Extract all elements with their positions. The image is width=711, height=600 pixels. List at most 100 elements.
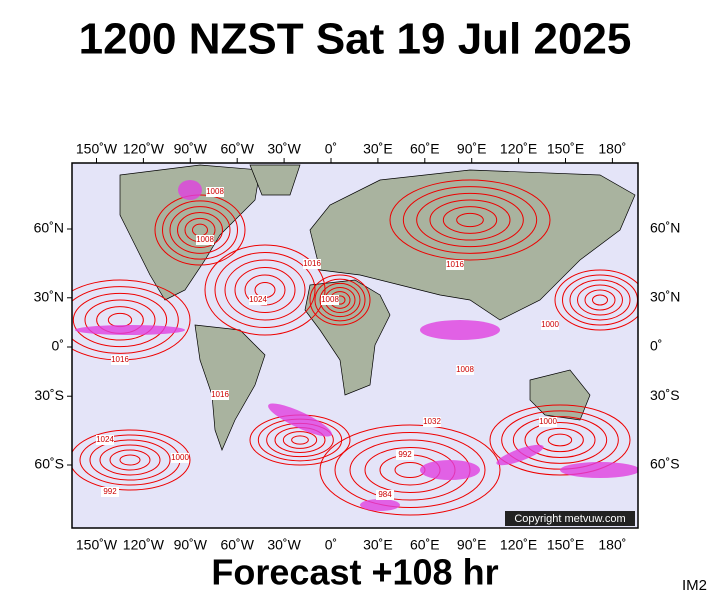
lat-label-left: 60˚N: [34, 220, 64, 236]
isobar-label: 1016: [111, 355, 129, 364]
isobar-label-bg: [321, 295, 339, 305]
isobar: [72, 286, 179, 354]
isobar-label-bg: [206, 187, 224, 197]
isobar: [547, 433, 573, 447]
isobar-label-bg: [196, 235, 214, 245]
isobar: [402, 186, 538, 254]
lat-label-right: 60˚S: [650, 456, 680, 472]
isobar-label-bg: [211, 390, 229, 400]
isobar-label: 1016: [211, 390, 229, 399]
lon-label-top: 90˚W: [174, 141, 208, 157]
lat-label-left: 30˚N: [34, 288, 64, 304]
isobar: [309, 274, 371, 326]
land: [119, 164, 636, 451]
isobar: [314, 278, 366, 322]
isobar-label: 1008: [196, 235, 214, 244]
isobar-label: 984: [378, 490, 392, 499]
isobar: [524, 422, 596, 458]
lon-label-top: 120˚W: [123, 141, 165, 157]
graticule-labels: 150˚W 150˚W 120˚W 120˚W 90˚W 90˚W 60˚W 60˚W 30˚W…: [34, 141, 681, 553]
lon-label-bottom: 90˚W: [174, 537, 208, 553]
isobar-label: 992: [103, 487, 117, 496]
eurasia: [309, 169, 636, 321]
isobar-label: 1008: [206, 187, 224, 196]
isobar-label: 1008: [321, 295, 339, 304]
lon-label-top: 150˚W: [76, 141, 118, 157]
isobar: [169, 206, 231, 254]
isobar: [319, 282, 361, 318]
isobar: [319, 424, 501, 516]
isobar: [282, 431, 318, 449]
copyright: Copyright metvuw.com: [514, 513, 625, 525]
isobar: [291, 435, 309, 445]
isobar: [584, 289, 616, 311]
isobar: [334, 432, 486, 508]
isobar-label: 1016: [303, 259, 321, 268]
map-frame: [71, 162, 639, 529]
isobar-label: 1032: [423, 417, 441, 426]
lon-label-bottom: 60˚E: [410, 537, 440, 553]
lon-label-bottom: 120˚W: [123, 537, 165, 553]
isobar: [162, 200, 238, 260]
isobar: [536, 427, 584, 453]
isobar-label-bg: [376, 490, 394, 500]
isobar: [204, 244, 326, 336]
lon-label-top: 120˚E: [500, 141, 537, 157]
lat-label-right: 30˚S: [650, 387, 680, 403]
isobar-label-bg: [539, 417, 557, 427]
lat-label-right: 60˚N: [650, 220, 680, 236]
isobar: [84, 299, 156, 341]
lon-label-bottom: 180˚: [598, 537, 626, 553]
isobar-label: 1016: [446, 260, 464, 269]
isobar: [577, 284, 623, 316]
lat-label-left: 0˚: [52, 338, 64, 354]
lon-label-bottom: 120˚E: [500, 537, 537, 553]
isobar: [416, 192, 524, 248]
lon-label-top: 0˚: [325, 141, 337, 157]
isobar: [72, 429, 191, 491]
isobar: [569, 279, 631, 321]
isobar-label-bg: [111, 355, 129, 365]
lon-label-top: 150˚E: [547, 141, 584, 157]
isobar-label: 992: [398, 450, 412, 459]
lon-label-top: 60˚E: [410, 141, 440, 157]
isobar-label: 1008: [456, 365, 474, 374]
isobar-label-bg: [423, 417, 441, 427]
isobar-label-bg: [96, 435, 114, 445]
isobar: [456, 212, 484, 228]
isobar-label: 1024: [249, 295, 267, 304]
map-body: [72, 163, 638, 528]
lon-label-bottom: 30˚E: [363, 537, 393, 553]
isobar: [554, 269, 638, 331]
lon-label-top: 60˚W: [220, 141, 254, 157]
precipitation: [75, 180, 638, 511]
isobar: [177, 212, 223, 248]
isobar: [489, 404, 631, 476]
isobar: [109, 449, 151, 471]
lat-label-left: 60˚S: [34, 456, 64, 472]
lon-label-top: 90˚E: [457, 141, 487, 157]
lat-label-left: 30˚S: [34, 387, 64, 403]
isobar-labels: 1008 1008 1016 1024 1008 1016 1000 1016 1032 1024…: [96, 187, 559, 500]
south-america: [194, 324, 266, 451]
isobar-label-bg: [396, 450, 414, 460]
lon-label-top: 30˚E: [363, 141, 393, 157]
lon-label-bottom: 150˚W: [76, 537, 118, 553]
lon-label-bottom: 60˚W: [220, 537, 254, 553]
isobar-label-bg: [249, 295, 267, 305]
isobar-label: 1000: [541, 320, 559, 329]
isobar: [224, 259, 306, 321]
forecast-label: Forecast +108 hr: [211, 552, 498, 593]
isobar-label: 1024: [96, 435, 114, 444]
isobar: [429, 199, 511, 241]
africa: [304, 279, 391, 396]
isobar: [99, 444, 161, 476]
lon-label-bottom: 0˚: [325, 537, 337, 553]
isobar-label: 1000: [539, 417, 557, 426]
isobar: [592, 294, 608, 306]
isobar: [442, 206, 498, 234]
lon-label-bottom: 30˚W: [267, 537, 301, 553]
isobar-label-bg: [101, 487, 119, 497]
isobar: [501, 410, 619, 470]
